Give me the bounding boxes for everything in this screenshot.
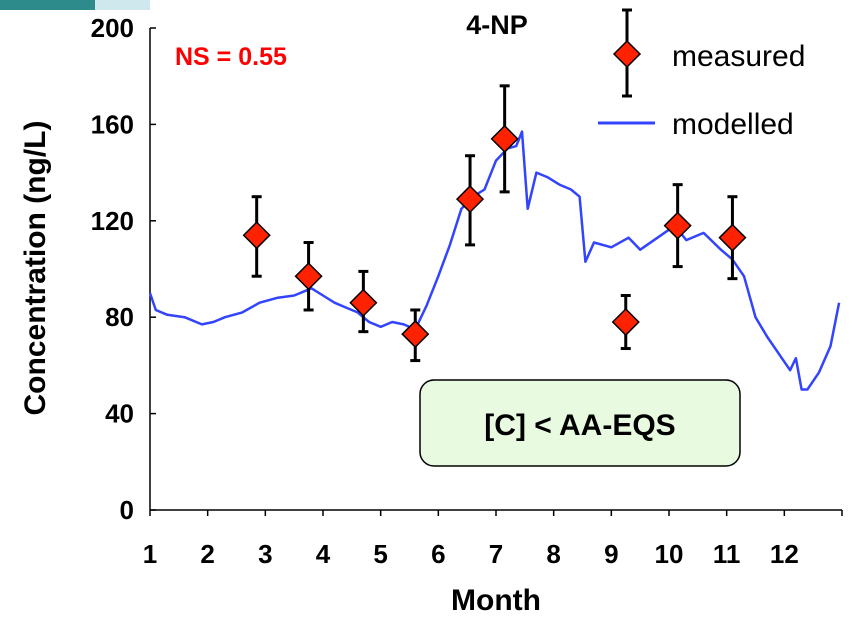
- y-tick-label: 40: [105, 399, 134, 429]
- x-tick-label: 8: [546, 539, 560, 569]
- x-tick-label: 4: [316, 539, 331, 569]
- x-tick-label: 6: [431, 539, 445, 569]
- ns-annotation: NS = 0.55: [175, 43, 287, 71]
- y-tick-label: 120: [91, 206, 134, 236]
- legend-measured-label: measured: [672, 40, 805, 73]
- y-axis-label: Concentration (ng/L): [19, 121, 52, 416]
- measured-point: [611, 307, 640, 337]
- measured-point: [490, 124, 519, 153]
- y-tick-label: 0: [120, 495, 134, 525]
- measured-point: [294, 262, 323, 291]
- measured-point: [401, 320, 430, 349]
- series-modelled-line: [148, 130, 841, 391]
- y-tick-label: 80: [105, 302, 134, 332]
- annotation-box: [419, 379, 741, 467]
- chart-title: 4-NP: [466, 10, 528, 40]
- x-tick-label: 9: [604, 539, 618, 569]
- annotation-box-text: [C] < AA-EQS: [484, 409, 675, 442]
- measured-point: [718, 223, 747, 252]
- x-tick-label: 11: [713, 539, 741, 569]
- legend: measured modelled: [598, 8, 805, 141]
- legend-measured-marker: [612, 39, 642, 69]
- x-tick-label: 1: [143, 539, 157, 569]
- y-tick-label: 200: [91, 13, 134, 43]
- x-tick-label: 10: [655, 539, 684, 569]
- measured-point: [242, 221, 271, 250]
- measured-point: [349, 288, 378, 317]
- measured-point: [663, 211, 692, 240]
- measured-point: [455, 185, 485, 214]
- x-axis-label: Month: [451, 584, 541, 617]
- x-tick-label: 12: [770, 539, 799, 569]
- y-tick-label: 160: [91, 109, 134, 139]
- x-tick-label: 7: [489, 539, 503, 569]
- legend-modelled-label: modelled: [672, 108, 794, 141]
- corner-decoration: [0, 0, 95, 10]
- x-tick-label: 5: [373, 539, 387, 569]
- x-tick-label: 3: [258, 539, 272, 569]
- x-tick-label: 2: [200, 539, 214, 569]
- corner-decoration-light: [95, 0, 150, 10]
